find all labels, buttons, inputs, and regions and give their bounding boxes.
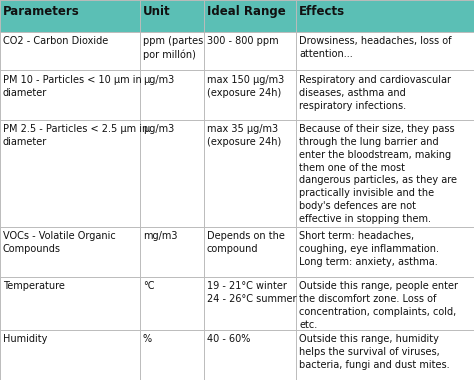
Text: ppm (partes
por millón): ppm (partes por millón) — [143, 36, 203, 60]
Bar — [296, 70, 474, 120]
Bar — [0, 277, 140, 330]
Bar — [0, 330, 140, 380]
Bar — [204, 330, 296, 380]
Bar — [204, 226, 296, 277]
Text: PM 10 - Particles < 10 μm in
diameter: PM 10 - Particles < 10 μm in diameter — [3, 75, 142, 98]
Bar — [296, 277, 474, 330]
Text: °C: °C — [143, 281, 154, 291]
Text: CO2 - Carbon Dioxide: CO2 - Carbon Dioxide — [3, 36, 108, 46]
Text: Parameters: Parameters — [3, 5, 80, 17]
Text: PM 2.5 - Particles < 2.5 μm in
diameter: PM 2.5 - Particles < 2.5 μm in diameter — [3, 124, 148, 147]
Bar — [0, 226, 140, 277]
Bar — [140, 0, 204, 32]
Text: Because of their size, they pass
through the lung barrier and
enter the bloodstr: Because of their size, they pass through… — [299, 124, 457, 224]
Text: Temperature: Temperature — [3, 281, 65, 291]
Bar — [204, 32, 296, 70]
Bar — [140, 277, 204, 330]
Text: 300 - 800 ppm: 300 - 800 ppm — [207, 36, 278, 46]
Text: max 35 μg/m3
(exposure 24h): max 35 μg/m3 (exposure 24h) — [207, 124, 281, 147]
Text: mg/m3: mg/m3 — [143, 231, 177, 241]
Text: Effects: Effects — [299, 5, 345, 17]
Text: max 150 μg/m3
(exposure 24h): max 150 μg/m3 (exposure 24h) — [207, 75, 284, 98]
Bar — [296, 32, 474, 70]
Bar — [140, 226, 204, 277]
Bar — [204, 277, 296, 330]
Bar — [296, 226, 474, 277]
Text: 40 - 60%: 40 - 60% — [207, 334, 250, 344]
Bar — [140, 120, 204, 226]
Text: Respiratory and cardiovascular
diseases, asthma and
respiratory infections.: Respiratory and cardiovascular diseases,… — [299, 75, 451, 111]
Text: Unit: Unit — [143, 5, 170, 17]
Text: Drowsiness, headaches, loss of
attention...: Drowsiness, headaches, loss of attention… — [299, 36, 452, 59]
Bar — [204, 120, 296, 226]
Text: Depends on the
compound: Depends on the compound — [207, 231, 284, 254]
Text: μg/m3: μg/m3 — [143, 75, 174, 85]
Bar — [204, 70, 296, 120]
Text: VOCs - Volatile Organic
Compounds: VOCs - Volatile Organic Compounds — [3, 231, 116, 254]
Bar — [140, 330, 204, 380]
Text: %: % — [143, 334, 152, 344]
Bar — [0, 32, 140, 70]
Bar — [296, 120, 474, 226]
Bar — [296, 330, 474, 380]
Text: Outside this range, people enter
the discomfort zone. Loss of
concentration, com: Outside this range, people enter the dis… — [299, 281, 458, 330]
Text: 19 - 21°C winter
24 - 26°C summer: 19 - 21°C winter 24 - 26°C summer — [207, 281, 296, 304]
Text: Ideal Range: Ideal Range — [207, 5, 285, 17]
Text: μg/m3: μg/m3 — [143, 124, 174, 134]
Bar — [140, 32, 204, 70]
Bar — [0, 120, 140, 226]
Text: Outside this range, humidity
helps the survival of viruses,
bacteria, fungi and : Outside this range, humidity helps the s… — [299, 334, 450, 370]
Bar — [204, 0, 296, 32]
Bar — [296, 0, 474, 32]
Text: Short term: headaches,
coughing, eye inflammation.
Long term: anxiety, asthma.: Short term: headaches, coughing, eye inf… — [299, 231, 439, 267]
Bar — [0, 70, 140, 120]
Bar — [0, 0, 140, 32]
Bar — [140, 70, 204, 120]
Text: Humidity: Humidity — [3, 334, 47, 344]
